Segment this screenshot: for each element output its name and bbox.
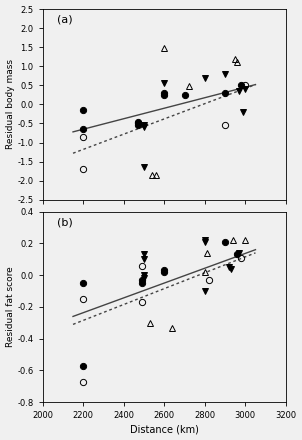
Text: (a): (a): [57, 15, 73, 25]
Text: (b): (b): [57, 217, 73, 227]
Y-axis label: Residual body mass: Residual body mass: [6, 59, 15, 150]
X-axis label: Distance (km): Distance (km): [130, 425, 199, 434]
Y-axis label: Residual fat score: Residual fat score: [5, 267, 14, 347]
